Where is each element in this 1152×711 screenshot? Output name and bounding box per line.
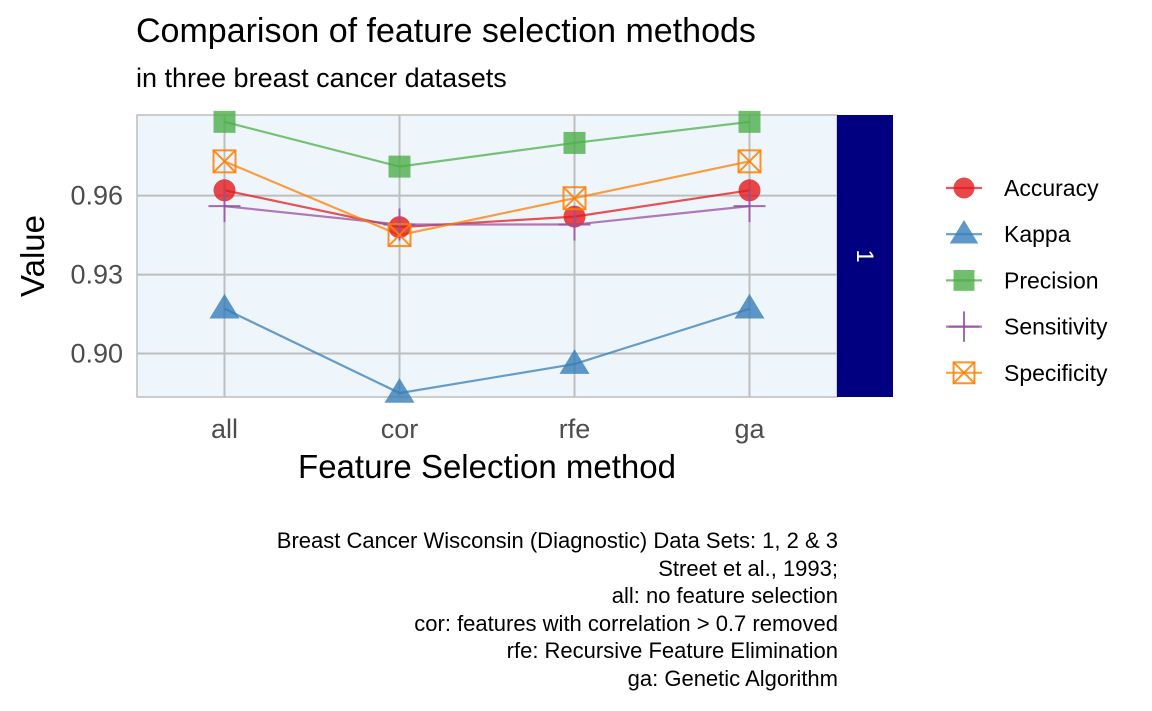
facet-strip bbox=[837, 115, 893, 397]
y-tick-label: 0.96 bbox=[70, 181, 123, 211]
kappa-point bbox=[384, 378, 415, 403]
caption-line: cor: features with correlation > 0.7 rem… bbox=[414, 610, 838, 636]
specificity-point bbox=[737, 149, 762, 174]
legend-label: Sensitivity bbox=[1004, 314, 1108, 340]
precision-point bbox=[953, 269, 975, 291]
kappa-point bbox=[209, 293, 240, 319]
specificity-point bbox=[387, 223, 412, 248]
specificity-point bbox=[212, 149, 237, 174]
legend-label: Precision bbox=[1004, 267, 1099, 293]
accuracy-line bbox=[224, 189, 750, 229]
caption-line: ga: Genetic Algorithm bbox=[627, 665, 838, 691]
precision-point bbox=[563, 131, 586, 154]
specificity-line bbox=[224, 160, 750, 237]
precision-point bbox=[213, 110, 236, 133]
accuracy-point bbox=[953, 177, 975, 199]
kappa-line bbox=[224, 307, 750, 395]
specificity-point bbox=[952, 361, 976, 384]
precision-point bbox=[388, 155, 411, 178]
legend-label: Specificity bbox=[1004, 360, 1108, 386]
specificity-point bbox=[387, 223, 412, 247]
caption-line: all: no feature selection bbox=[611, 583, 838, 609]
specificity-series bbox=[212, 149, 762, 248]
kappa-series bbox=[209, 293, 765, 403]
legend-item: Specificity bbox=[946, 360, 1108, 386]
precision-line bbox=[224, 120, 750, 168]
y-tick-label: 0.90 bbox=[70, 339, 123, 369]
legend-label: Accuracy bbox=[1004, 175, 1099, 201]
x-tick-label: rfe bbox=[559, 414, 591, 444]
kappa-point bbox=[734, 293, 765, 319]
legend-item: Sensitivity bbox=[946, 311, 1108, 342]
specificity-point bbox=[737, 149, 762, 174]
x-tick-label: ga bbox=[734, 414, 765, 444]
x-tick-label: all bbox=[211, 414, 238, 444]
specificity-point bbox=[212, 149, 237, 174]
y-axis-title: Value bbox=[14, 215, 51, 297]
precision-series bbox=[213, 110, 761, 178]
chart-title: Comparison of feature selection methods bbox=[136, 12, 756, 50]
caption-line: Street et al., 1993; bbox=[658, 555, 838, 581]
specificity-point bbox=[562, 186, 587, 210]
chart-subtitle: in three breast cancer datasets bbox=[136, 63, 507, 93]
caption-line: rfe: Recursive Feature Elimination bbox=[506, 638, 838, 664]
legend-item: Precision bbox=[946, 267, 1099, 293]
precision-point bbox=[738, 110, 761, 133]
facet-strip-label: 1 bbox=[851, 249, 878, 262]
specificity-point bbox=[562, 186, 587, 211]
legend-item: Kappa bbox=[946, 219, 1071, 247]
legend-label: Kappa bbox=[1004, 221, 1071, 247]
caption-line: Breast Cancer Wisconsin (Diagnostic) Dat… bbox=[276, 528, 838, 553]
y-tick-label: 0.93 bbox=[70, 260, 123, 290]
plot-panel bbox=[136, 114, 838, 398]
x-tick-label: cor bbox=[381, 414, 419, 444]
legend-item: Accuracy bbox=[946, 175, 1099, 201]
kappa-point bbox=[559, 349, 590, 374]
chart-caption: Breast Cancer Wisconsin (Diagnostic) Dat… bbox=[277, 527, 838, 693]
sensitivity-line bbox=[224, 205, 750, 226]
x-axis-title: Feature Selection method bbox=[298, 448, 676, 485]
specificity-point bbox=[952, 361, 976, 385]
kappa-point bbox=[949, 219, 979, 244]
